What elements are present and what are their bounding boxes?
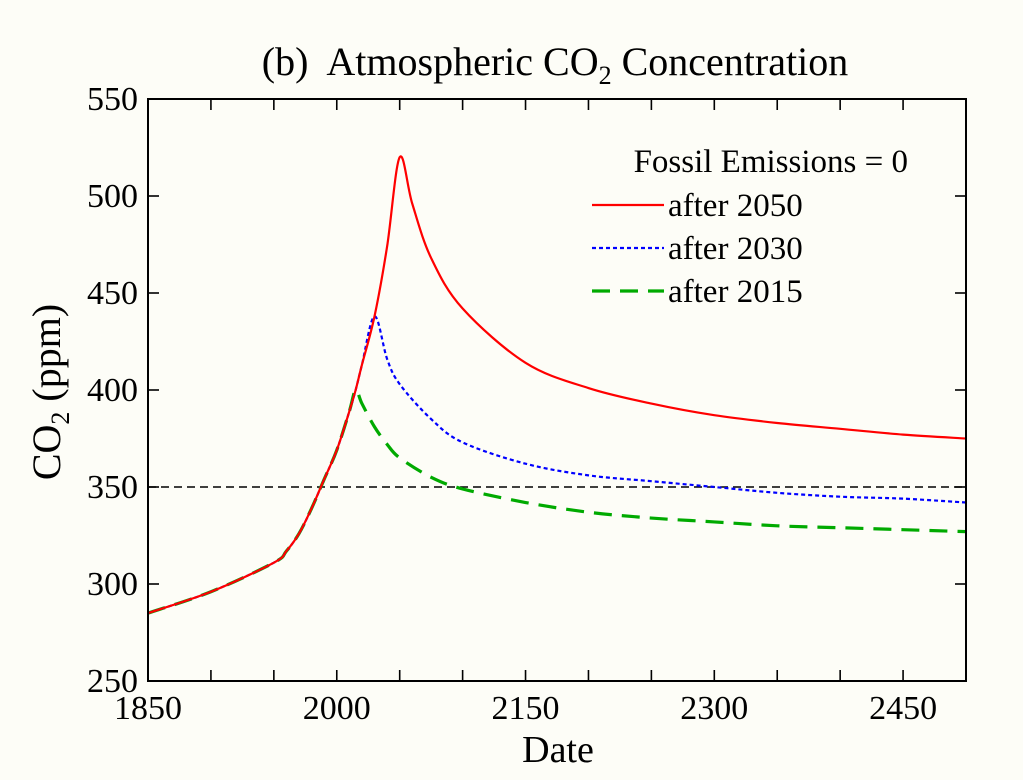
y-axis-label: CO2 (ppm) — [24, 304, 75, 480]
series-line-after-2050 — [147, 155, 967, 615]
ylabel-subscript: 2 — [46, 412, 75, 425]
legend-label: after 2015 — [668, 274, 803, 310]
legend-title: Fossil Emissions = 0 — [634, 144, 908, 180]
y-tick-label: 450 — [87, 275, 138, 312]
x-tick-label: 2150 — [492, 690, 560, 727]
y-tick-label: 500 — [87, 178, 138, 215]
legend-items: after 2050 after 2030 after 2015 — [592, 188, 803, 310]
legend-label: after 2030 — [668, 231, 803, 267]
title-suffix: Concentration — [612, 39, 849, 84]
y-tick-label: 400 — [87, 372, 138, 409]
title-main: Atmospheric CO — [326, 39, 598, 84]
x-tick-label: 2000 — [303, 690, 371, 727]
y-tick-label: 350 — [87, 469, 138, 506]
legend: Fossil Emissions = 0 after 2050 after 203… — [592, 144, 908, 310]
plot-frame — [147, 98, 967, 682]
panel-label: (b) — [262, 39, 309, 84]
x-axis-label: Date — [522, 729, 594, 771]
y-tick-label: 550 — [87, 81, 138, 118]
y-tick-label: 250 — [87, 663, 138, 700]
tick-labels-group: 1850 2000 2150 2300 2450 250 300 350 400 450 500 55… — [87, 81, 937, 727]
title-subscript: 2 — [599, 61, 612, 90]
x-tick-label: 1850 — [114, 690, 182, 727]
legend-label: after 2050 — [668, 188, 803, 224]
series-group — [147, 155, 967, 615]
y-tick-label: 300 — [87, 566, 138, 603]
ylabel-main: CO — [24, 425, 69, 481]
ylabel-suffix: (ppm) — [24, 304, 69, 412]
x-tick-label: 2450 — [869, 690, 937, 727]
chart-title: (b) Atmospheric CO2 Concentration — [262, 39, 848, 90]
x-tick-label: 2300 — [680, 690, 748, 727]
